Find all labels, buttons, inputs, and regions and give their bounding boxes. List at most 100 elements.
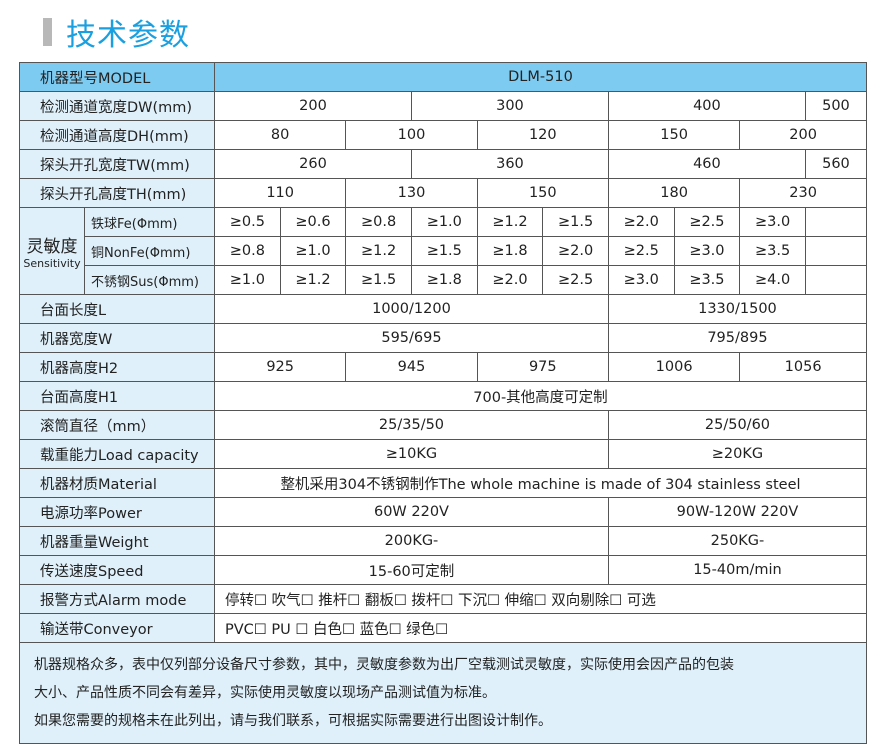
value-cell: 260 [214, 149, 412, 179]
value-cell: ≥1.2 [279, 265, 347, 295]
sensitivity-row: 铜NonFe(Φmm) ≥0.8 ≥1.0 ≥1.2 ≥1.5 ≥1.8 ≥2.0 ≥2.5 ≥… [20, 236, 867, 266]
value-cell: ≥3.0 [739, 207, 806, 237]
spec-row: 检测通道宽度DW(mm)200300400500600800其他宽度 [19, 91, 867, 121]
value-cell: ≥1.8 [476, 236, 544, 266]
value-cell: 停转☐ 吹气☐ 推杆☐ 翻板☐ 拨杆☐ 下沉☐ 伸缩☐ 双向剔除☐ 可选 [214, 584, 867, 614]
value-cell: ≥0.8 [214, 236, 281, 266]
spec-table: 机器型号MODEL DLM-510 检测通道宽度DW(mm) 200 300 400 500… [19, 62, 867, 744]
value-cell: ≥2.5 [542, 265, 609, 295]
value-cell: ≥2.0 [476, 265, 544, 295]
note-line: 大小、产品性质不同会有差异，实际使用灵敏度以现场产品测试值为标准。 [34, 685, 496, 701]
value-cell: ≥3.0 [607, 265, 675, 295]
value-cell: ≥1.0 [214, 265, 281, 295]
row-label: 探头开孔宽度TW(mm) [19, 149, 215, 179]
value-cell: ≥2.5 [607, 236, 675, 266]
value-cell: ≥1.5 [542, 207, 609, 237]
value-cell: 1330/1500 [607, 294, 867, 324]
value-cell: 整机采用304不锈钢制作The whole machine is made of… [214, 468, 867, 498]
value-cell: ≥3.5 [673, 265, 741, 295]
value-cell: 200 [739, 120, 867, 150]
spec-row: 探头开孔宽度TW(mm)260360460560660860 [19, 149, 867, 179]
value-cell: 975 [476, 352, 609, 382]
row-label: 检测通道高度DH(mm) [19, 120, 215, 150]
row-label: 输送带Conveyor [19, 613, 215, 643]
value-cell: 230 [739, 178, 867, 208]
value-cell: 360 [410, 149, 609, 179]
row-label: 机器宽度W [19, 323, 215, 353]
spec-row: 探头开孔高度TH(mm)110130150180230280330380430 [19, 178, 867, 208]
value-cell: ≥0.8 [345, 207, 412, 237]
value-cell: 595/695 [214, 323, 609, 353]
value-cell: ≥3.5 [739, 236, 806, 266]
spec-row: 台面高度H1 700-其他高度可定制 [19, 381, 867, 411]
row-label: 滚筒直径（mm） [19, 410, 215, 440]
value-cell: 60W 220V [214, 497, 609, 527]
row-label: 报警方式Alarm mode [19, 584, 215, 614]
title-bar-decoration [43, 18, 52, 46]
notes: 机器规格众多，表中仅列部分设备尺寸参数，其中，灵敏度参数为出厂空载测试灵敏度，实… [19, 642, 867, 744]
value-cell: ≥1.5 [410, 236, 478, 266]
sensitivity-label-en: Sensitivity [23, 257, 81, 270]
sensitivity-row: 灵敏度 Sensitivity 铁球Fe(Φmm) ≥0.5 ≥0.6 ≥0.8 ≥1.0 ≥… [19, 207, 867, 295]
value-cell: ≥1.8 [410, 265, 478, 295]
row-label: 传送速度Speed [19, 555, 215, 585]
value-cell: ≥20KG [607, 439, 867, 469]
note-line: 机器规格众多，表中仅列部分设备尺寸参数，其中，灵敏度参数为出厂空载测试灵敏度，实… [34, 657, 734, 673]
value-cell: 25/50/60 [607, 410, 867, 440]
spec-row: 机器材质Material 整机采用304不锈钢制作The whole machin… [19, 468, 867, 498]
value-cell: 1006 [607, 352, 741, 382]
value-cell: ≥2.0 [542, 236, 609, 266]
note-line: 如果您需要的规格未在此列出，请与我们联系，可根据实际需要进行出图设计制作。 [34, 713, 552, 729]
section-title: 技术参数 [43, 10, 190, 54]
sensitivity-row: 不锈钢Sus(Φmm) ≥1.0 ≥1.2 ≥1.5 ≥1.8 ≥2.0 ≥2.5 ≥3.0 ≥… [20, 265, 867, 295]
value-cell: 1056 [739, 352, 867, 382]
model-value: DLM-510 [214, 62, 867, 92]
other-cell [804, 207, 867, 237]
other-cell [804, 236, 867, 266]
value-cell: 180 [607, 178, 741, 208]
value-cell: 120 [476, 120, 609, 150]
value-cell: 700-其他高度可定制 [214, 381, 867, 411]
value-cell: 150 [607, 120, 741, 150]
value-cell: ≥10KG [214, 439, 609, 469]
value-cell: ≥1.5 [345, 265, 412, 295]
value-cell: 110 [213, 178, 347, 208]
value-cell: 250KG- [607, 526, 867, 556]
model-label: 机器型号MODEL [19, 62, 215, 92]
row-label: 探头开孔高度TH(mm) [19, 178, 215, 208]
spec-row: 载重能力Load capacity≥10KG≥20KG≥10~50KG [19, 439, 867, 469]
value-cell: 100 [345, 120, 478, 150]
sensitivity-sub-label: 不锈钢Sus(Φmm) [84, 265, 215, 295]
value-cell: 80 [213, 120, 347, 150]
page-title: 技术参数 [66, 18, 190, 53]
value-cell: ≥0.6 [279, 207, 347, 237]
value-cell: ≥2.5 [673, 207, 741, 237]
value-cell: 795/895 [607, 323, 867, 353]
value-cell: ≥0.5 [214, 207, 281, 237]
row-label: 机器高度H2 [19, 352, 215, 382]
value-cell: ≥1.0 [410, 207, 478, 237]
row-label: 电源功率Power [19, 497, 215, 527]
other-cell [804, 265, 867, 295]
spec-row: 检测通道高度DH(mm)80100120150200250300350400其他… [19, 120, 867, 150]
value-cell: 460 [607, 149, 806, 179]
value-cell: 200 [214, 91, 412, 121]
row-label: 机器重量Weight [19, 526, 215, 556]
value-cell: 15-40m/min [607, 555, 867, 585]
value-cell: ≥2.0 [607, 207, 675, 237]
sensitivity-label: 灵敏度 Sensitivity [19, 207, 85, 295]
sensitivity-label-cn: 灵敏度 [26, 237, 78, 257]
row-label: 台面长度L [19, 294, 215, 324]
value-cell: 925 [213, 352, 347, 382]
row-label: 检测通道宽度DW(mm) [19, 91, 215, 121]
spec-row: 输送带Conveyor PVC☐ PU ☐ 白色☐ 蓝色☐ 绿色☐ [19, 613, 867, 643]
value-cell: 130 [345, 178, 478, 208]
value-cell: ≥4.0 [739, 265, 806, 295]
value-cell: PVC☐ PU ☐ 白色☐ 蓝色☐ 绿色☐ [214, 613, 867, 643]
sensitivity-sub-label: 铜NonFe(Φmm) [84, 236, 215, 266]
value-cell: 560 [804, 149, 867, 179]
value-cell: 15-60可定制 [214, 555, 609, 585]
